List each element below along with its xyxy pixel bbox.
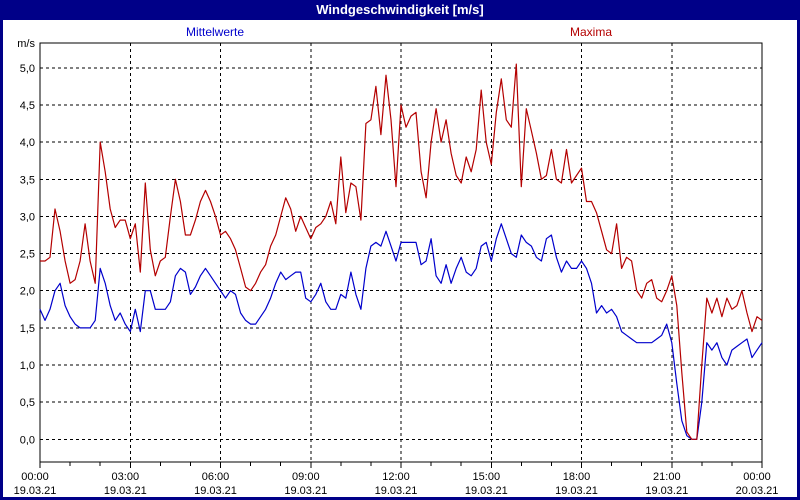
y-axis-tick-label: 5,0 (20, 63, 35, 75)
y-axis-tick-label: 3,0 (20, 211, 35, 223)
series-line-maxima (40, 63, 763, 440)
x-axis-date-label: 19.03.21 (645, 485, 688, 497)
y-axis-tick-label: 4,5 (20, 100, 35, 112)
x-axis-date-label: 19.03.21 (555, 485, 598, 497)
x-axis-time-label: 06:00 (202, 471, 230, 483)
chart-background (3, 20, 797, 497)
window-title-bar[interactable]: Windgeschwindigkeit [m/s] (0, 0, 800, 20)
x-axis-date-label: 19.03.21 (14, 485, 57, 497)
x-axis-date-label: 20.03.21 (736, 485, 779, 497)
y-axis-tick-label: 2,0 (20, 286, 35, 298)
series-line-mittelwerte (39, 223, 763, 440)
y-axis-tick-label: 0,0 (20, 434, 35, 446)
y-axis-tick-label: 1,5 (20, 323, 35, 335)
x-axis-time-label: 12:00 (382, 471, 410, 483)
x-axis-time-label: 00:00 (743, 471, 771, 483)
legend-maxima-label: Maxima (570, 25, 613, 39)
x-axis-time-label: 18:00 (563, 471, 591, 483)
x-axis-time-label: 03:00 (112, 471, 140, 483)
x-axis-time-label: 21:00 (653, 471, 681, 483)
x-axis-date-label: 19.03.21 (104, 485, 147, 497)
x-axis-date-label: 19.03.21 (194, 485, 237, 497)
y-axis-unit-label: m/s (17, 38, 35, 50)
window-title: Windgeschwindigkeit [m/s] (316, 2, 484, 17)
y-axis-tick-label: 4,0 (20, 137, 35, 149)
x-axis-time-label: 15:00 (473, 471, 501, 483)
y-axis-tick-label: 3,5 (20, 174, 35, 186)
legend-mittelwerte-label: Mittelwerte (186, 25, 245, 39)
x-axis-time-label: 09:00 (292, 471, 320, 483)
x-axis-date-label: 19.03.21 (465, 485, 508, 497)
y-axis-tick-label: 0,5 (20, 397, 35, 409)
y-axis-tick-label: 2,5 (20, 249, 35, 261)
x-axis-date-label: 19.03.21 (284, 485, 327, 497)
x-axis-date-label: 19.03.21 (375, 485, 418, 497)
x-axis-time-label: 00:00 (21, 471, 49, 483)
y-axis-tick-label: 1,0 (20, 360, 35, 372)
